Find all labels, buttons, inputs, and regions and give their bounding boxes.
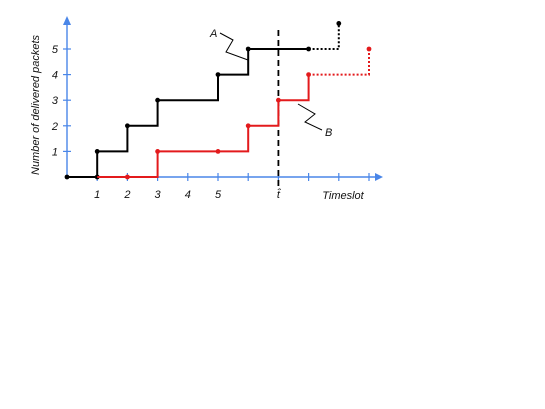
series-B xyxy=(97,46,372,180)
data-point xyxy=(276,97,281,103)
data-point xyxy=(306,72,311,77)
y-tick-label: 3 xyxy=(52,95,59,107)
data-point xyxy=(245,46,251,52)
y-tick-label: 4 xyxy=(52,70,58,82)
annotation-label-A: A xyxy=(209,28,217,40)
x-tick-label: 3 xyxy=(155,189,162,201)
series-dotted-B xyxy=(308,49,370,76)
y-axis-label: Number of delivered packets xyxy=(30,34,42,175)
x-tick-label: 1 xyxy=(94,189,100,201)
y-tick-label: 5 xyxy=(52,44,59,56)
x-ticks: 1 2 3 4 5 t̂ xyxy=(94,173,370,201)
data-point xyxy=(155,149,161,154)
x-tick-label-special: t̂ xyxy=(277,187,281,201)
data-point xyxy=(336,21,342,26)
x-tick-label: 2 xyxy=(123,189,130,201)
series-line-A xyxy=(67,48,309,178)
data-point xyxy=(155,97,161,103)
x-tick-label: 5 xyxy=(215,189,222,201)
annotation-leader-A xyxy=(219,32,249,61)
data-point xyxy=(306,46,311,52)
y-axis-arrow xyxy=(63,16,71,25)
data-point xyxy=(215,149,221,154)
x-axis-label: Timeslot xyxy=(322,190,364,202)
y-tick-label: 2 xyxy=(51,121,58,133)
y-tick-label: 1 xyxy=(52,146,58,158)
series-layer xyxy=(64,21,372,190)
x-tick-label: 4 xyxy=(185,189,191,201)
annotation-label-B: B xyxy=(325,127,332,139)
x-axis-arrow xyxy=(375,173,383,181)
data-point xyxy=(125,123,130,129)
annotations: AB xyxy=(209,28,332,139)
series-dotted-A xyxy=(308,23,340,50)
series-A xyxy=(64,21,342,180)
y-ticks: 1 2 3 4 5 xyxy=(51,44,71,158)
annotation-leader-B xyxy=(297,103,323,131)
data-point xyxy=(245,123,251,129)
data-point xyxy=(125,174,130,180)
data-point xyxy=(366,46,372,52)
data-point xyxy=(215,72,221,77)
data-point xyxy=(94,149,100,154)
axes xyxy=(63,16,383,181)
data-point xyxy=(64,174,70,180)
